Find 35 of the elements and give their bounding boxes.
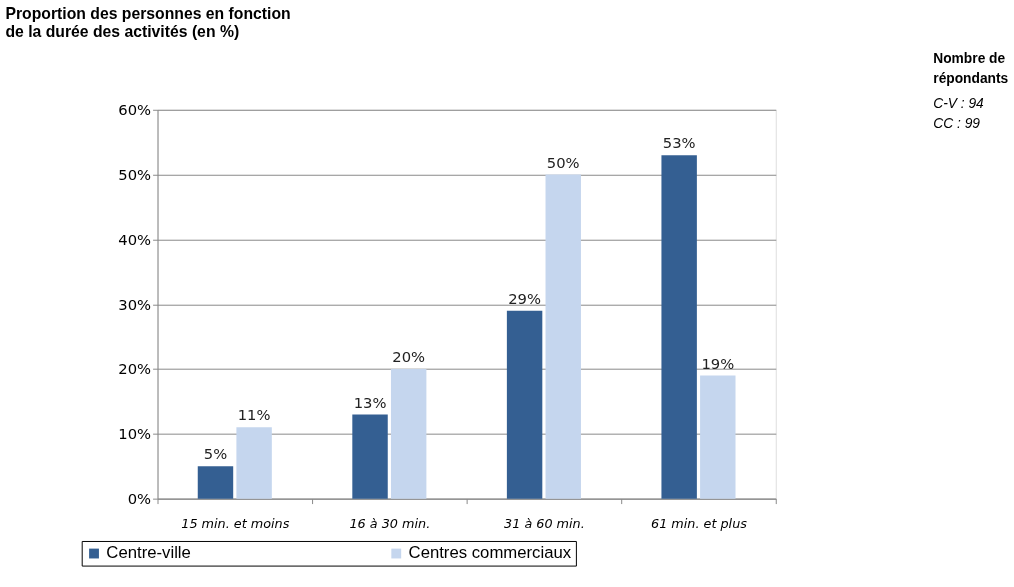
y-tick-label: 0% — [127, 490, 152, 508]
x-tick-label: 15 min. et moins — [181, 515, 290, 531]
text: C-V : 94 — [933, 95, 985, 111]
text: CC : 99 — [933, 116, 981, 132]
bar — [236, 427, 272, 499]
y-tick-label: 60% — [118, 101, 152, 119]
text: 13% — [353, 393, 387, 411]
bar — [700, 375, 736, 499]
bar — [390, 369, 427, 499]
text: de la durée des activités (en %) — [5, 22, 240, 40]
y-tick-label: 50% — [118, 166, 152, 184]
text: Nombre de — [933, 50, 1006, 66]
y-tick-label: 30% — [118, 295, 152, 313]
text: Proportion des personnes en fonction — [5, 5, 291, 23]
y-tick-label: 20% — [118, 360, 152, 378]
bar — [352, 414, 388, 499]
text: 53% — [662, 134, 696, 152]
bar — [545, 174, 581, 499]
text: 20% — [392, 348, 426, 366]
x-tick-label: 31 à 60 min. — [504, 515, 585, 531]
legend-label: Centres commerciaux — [408, 543, 572, 563]
bar — [197, 466, 234, 499]
bar — [506, 310, 543, 499]
text: 5% — [203, 445, 228, 463]
legend-label: Centre-ville — [106, 543, 191, 563]
text: répondants — [933, 71, 1009, 87]
text: 29% — [508, 289, 541, 307]
text: 50% — [546, 153, 580, 171]
y-tick-label: 40% — [118, 230, 152, 248]
text: 19% — [701, 354, 735, 372]
x-tick-label: 16 à 30 min. — [349, 515, 431, 531]
bar — [661, 155, 697, 499]
x-tick-label: 61 min. et plus — [651, 515, 748, 531]
y-tick-label: 10% — [118, 425, 152, 443]
text: 11% — [237, 406, 271, 424]
